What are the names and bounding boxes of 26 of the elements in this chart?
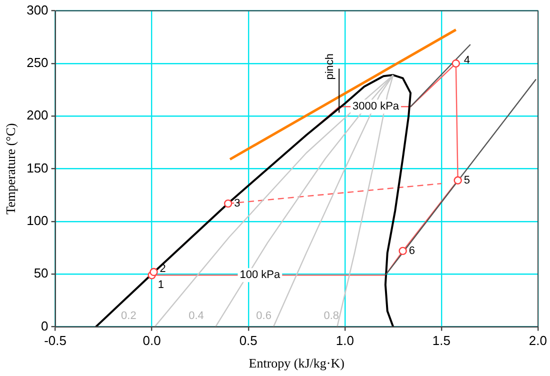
x-tick-label: 0.0	[142, 333, 161, 348]
annotation: 6	[408, 244, 415, 257]
y-tick-label: 150	[26, 160, 48, 176]
x-tick-label: 1.0	[336, 333, 354, 348]
annotation: 100 kPa	[240, 269, 281, 282]
y-tick-label: 250	[26, 55, 48, 70]
y-tick-label: 100	[26, 213, 48, 228]
y-tick-label: 300	[26, 2, 48, 18]
y-tick-label: 200	[26, 108, 48, 123]
x-tick-label: 0.5	[239, 333, 258, 348]
annotation: 0.8	[324, 310, 340, 322]
annotation: 0.2	[121, 310, 136, 322]
annotation: 3	[234, 198, 240, 210]
annotation: 1	[158, 279, 164, 292]
x-axis-title: Entropy (kJ/kg·K)	[248, 356, 344, 371]
y-tick-label: 0	[41, 318, 48, 334]
x-tick-label: 2.0	[528, 333, 548, 348]
annotation: 3000 kPa	[352, 100, 400, 113]
annotation: 0.6	[256, 310, 272, 322]
annotation: pinch	[324, 54, 336, 80]
y-axis-title: Temperature (°C)	[3, 123, 18, 214]
y-tick-label: 50	[34, 266, 48, 281]
x-tick-label: 1.5	[432, 333, 450, 348]
x-tick-label: -0.5	[44, 333, 66, 348]
annotation: 0.4	[188, 310, 204, 322]
annotation: 5	[464, 174, 470, 186]
